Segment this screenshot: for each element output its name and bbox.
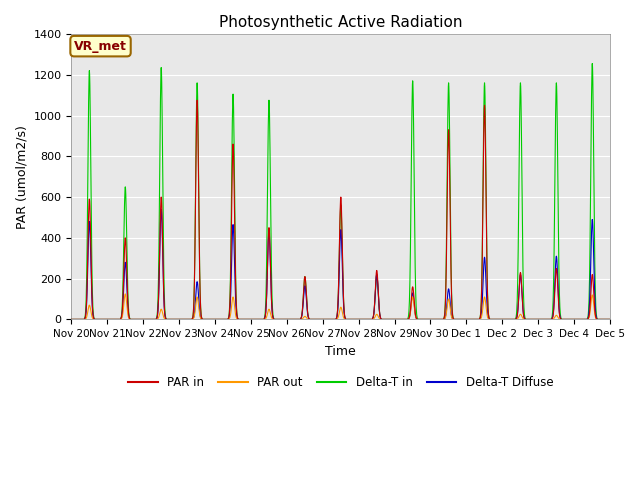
Legend: PAR in, PAR out, Delta-T in, Delta-T Diffuse: PAR in, PAR out, Delta-T in, Delta-T Dif… bbox=[124, 371, 558, 394]
Title: Photosynthetic Active Radiation: Photosynthetic Active Radiation bbox=[219, 15, 463, 30]
Y-axis label: PAR (umol/m2/s): PAR (umol/m2/s) bbox=[15, 125, 28, 228]
Text: VR_met: VR_met bbox=[74, 40, 127, 53]
X-axis label: Time: Time bbox=[325, 345, 356, 358]
